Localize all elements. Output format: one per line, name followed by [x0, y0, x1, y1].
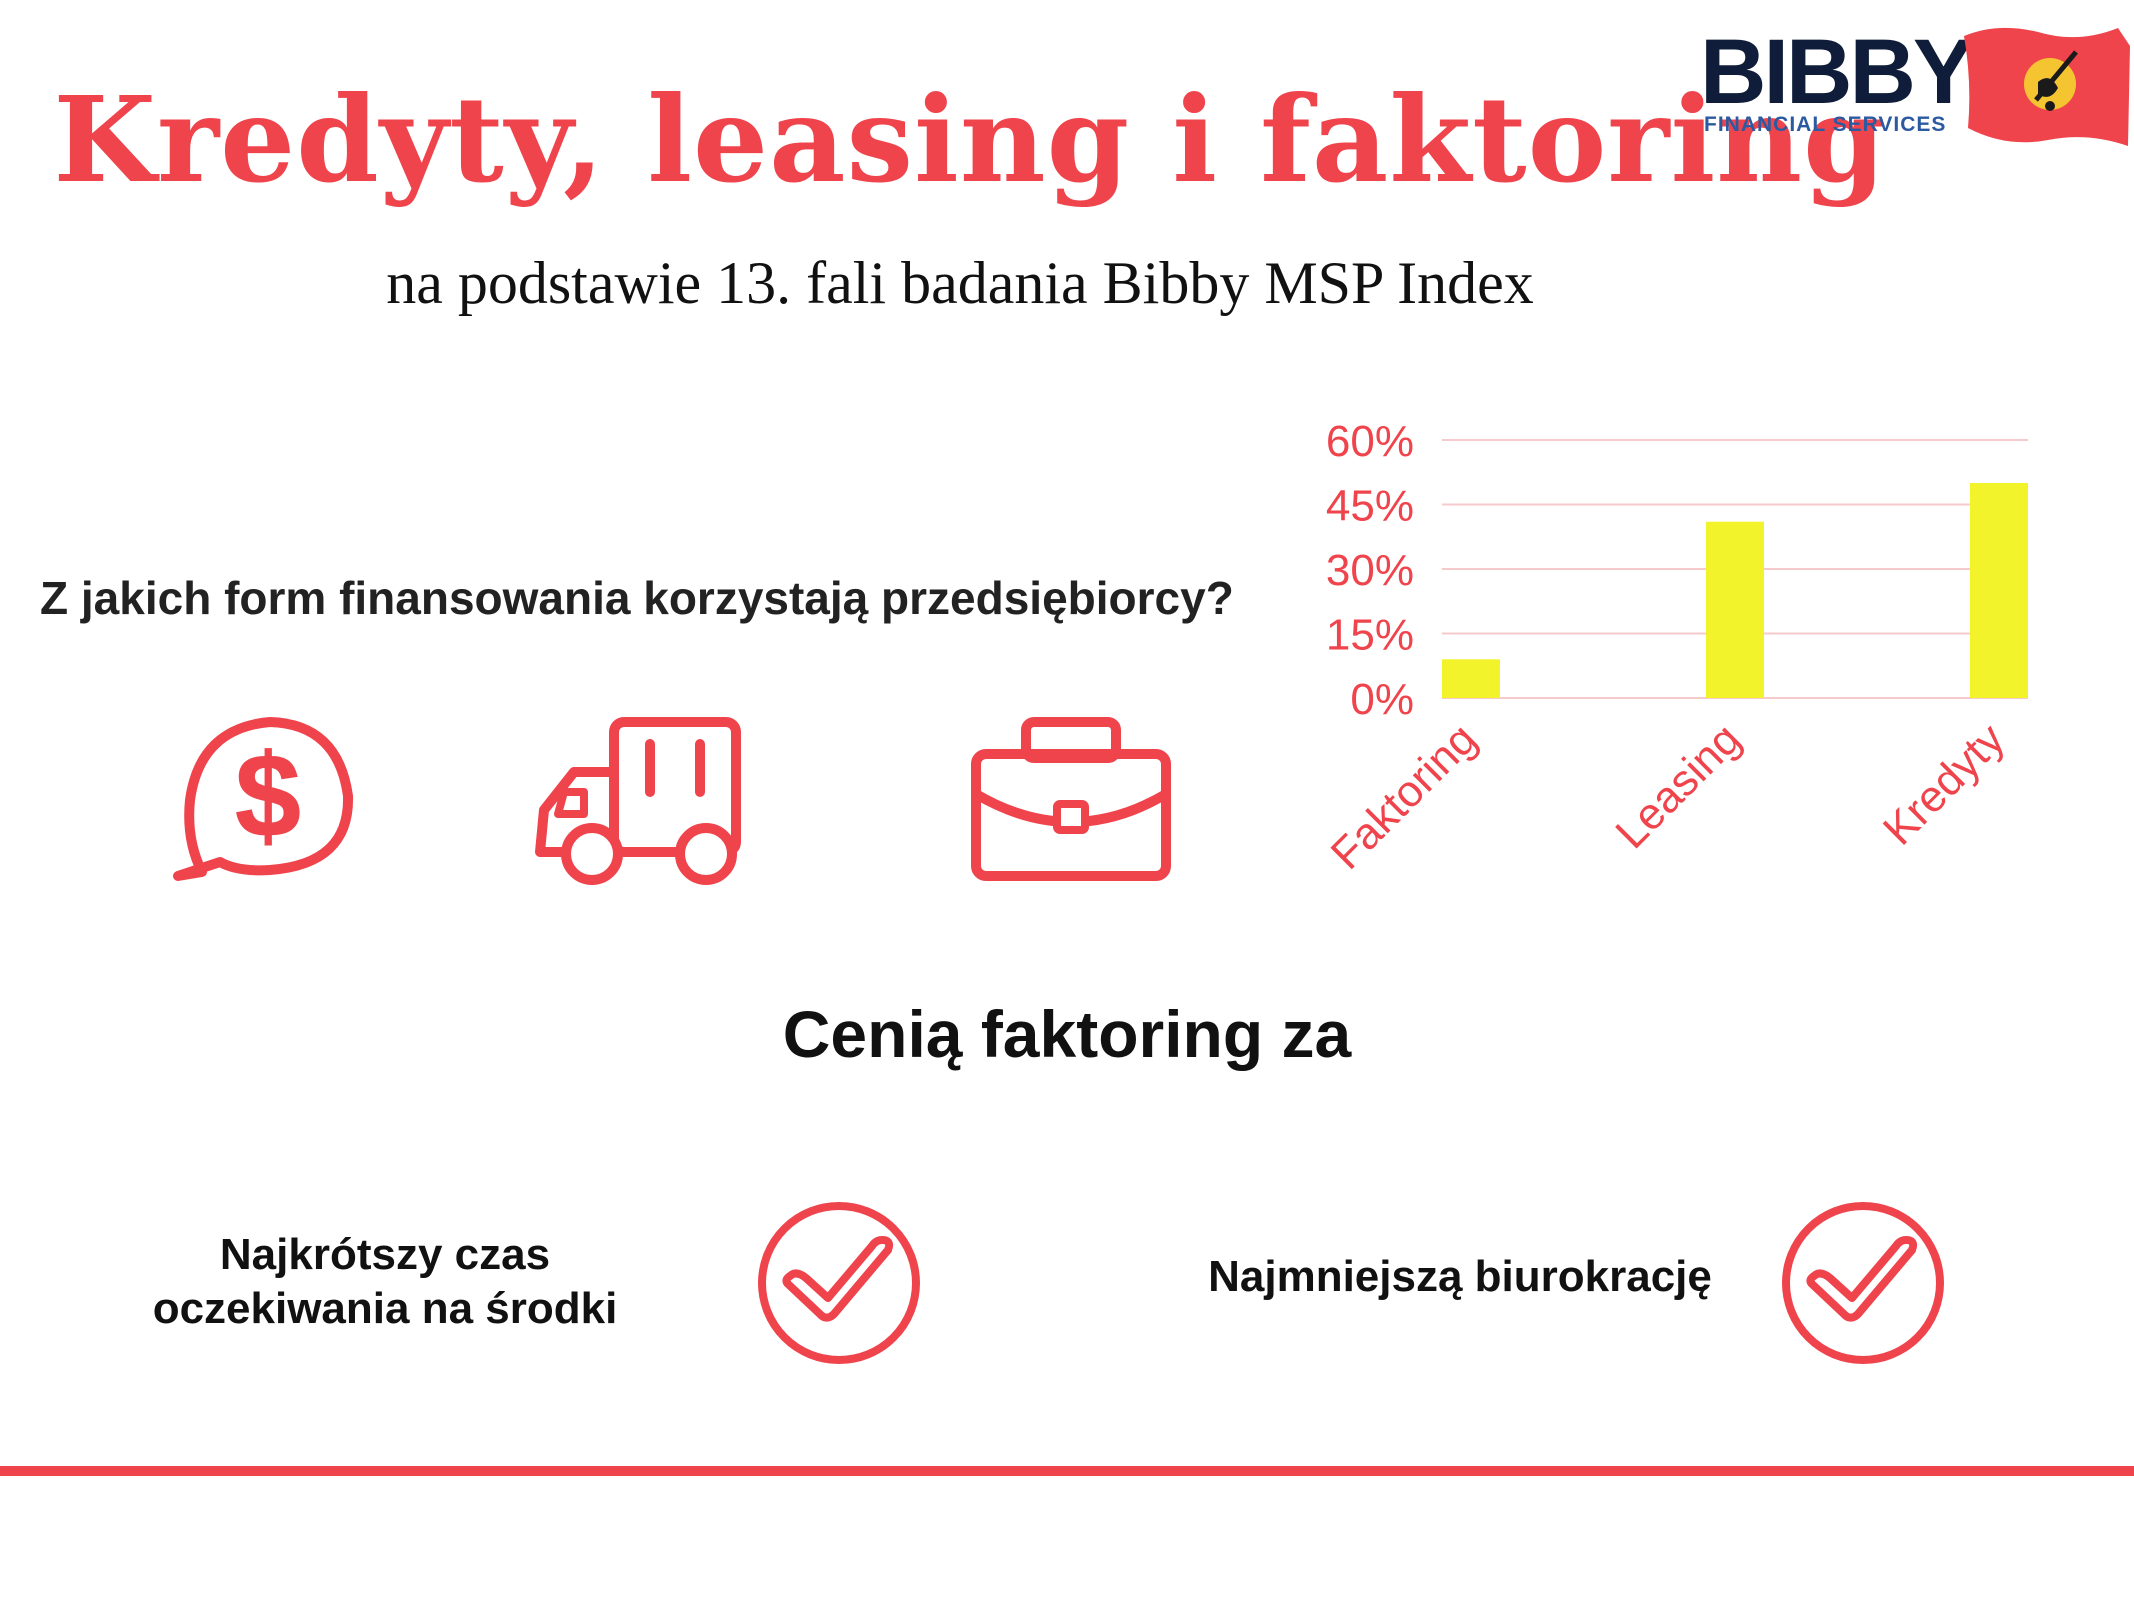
checkmark-circle-icon: [758, 1202, 920, 1364]
x-tick-label: Faktoring: [1322, 714, 1486, 878]
logo-tagline: FINANCIAL SERVICES: [1704, 113, 1947, 136]
page-subtitle: na podstawie 13. fali badania Bibby MSP …: [386, 250, 1534, 316]
x-tick-label: Kredyty: [1874, 714, 2014, 854]
x-tick-label: Leasing: [1606, 714, 1750, 858]
y-tick-label: 30%: [1326, 546, 1414, 595]
bar-kredyty: [1970, 483, 2028, 698]
y-tick-label: 60%: [1326, 417, 1414, 466]
y-tick-label: 0%: [1350, 675, 1414, 724]
benefit-fast-funds: Najkrótszy czas oczekiwania na środki: [100, 1228, 670, 1336]
question-text: Z jakich form finansowania korzystają pr…: [40, 572, 1234, 624]
logo-wordmark: BIBBY: [1700, 21, 1974, 123]
flag-icon: [1964, 27, 2130, 146]
svg-text:$: $: [235, 730, 301, 862]
y-tick-label: 45%: [1326, 482, 1414, 531]
briefcase-icon: [971, 717, 1171, 881]
dollar-speech-bubble-icon: $: [173, 717, 354, 881]
benefit-fast-funds-line1: Najkrótszy czas: [219, 1230, 551, 1279]
page-title: Kredyty, leasing i faktoring: [53, 70, 1887, 209]
bottom-divider: [0, 1466, 2134, 1476]
section-title: Cenią faktoring za: [782, 997, 1352, 1071]
bar-chart: 0% 15% 30% 45% 60% Faktoring Leasing Kredyty: [1322, 417, 2028, 879]
truck-icon: [535, 717, 741, 885]
bar-faktoring: [1442, 659, 1500, 698]
benefit-less-bureaucracy: Najmniejszą biurokrację: [1208, 1252, 1712, 1301]
bar-leasing: [1706, 521, 1764, 698]
checkmark-circle-icon: [1782, 1202, 1944, 1364]
bibby-logo: BIBBY FINANCIAL SERVICES: [1700, 22, 2134, 162]
y-tick-label: 15%: [1326, 611, 1414, 660]
benefit-fast-funds-line2: oczekiwania na środki: [152, 1284, 618, 1333]
